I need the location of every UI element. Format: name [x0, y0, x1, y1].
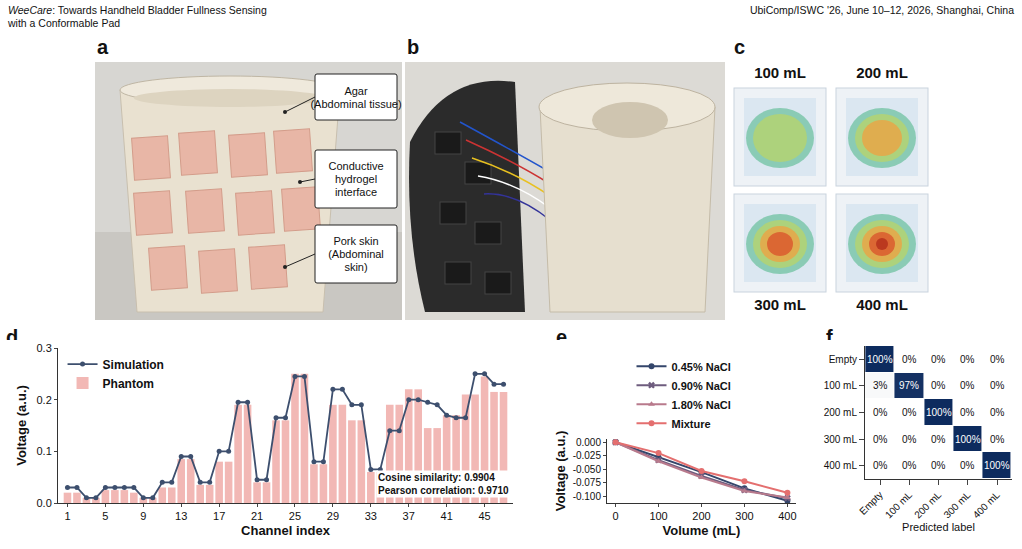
svg-text:0%: 0%	[960, 380, 975, 391]
svg-text:100%: 100%	[955, 434, 981, 445]
svg-text:1.80% NaCl: 1.80% NaCl	[672, 399, 731, 411]
svg-text:0%: 0%	[902, 354, 917, 365]
svg-text:-0.025: -0.025	[573, 450, 602, 461]
svg-text:300 mL: 300 mL	[824, 434, 858, 445]
svg-text:Simulation: Simulation	[103, 358, 164, 372]
svg-text:0%: 0%	[931, 354, 946, 365]
svg-text:Agar: Agar	[344, 85, 368, 97]
html-text:d: d	[6, 326, 19, 348]
svg-text:1: 1	[64, 510, 70, 522]
svg-text:0%: 0%	[990, 380, 1005, 391]
svg-text:0.000: 0.000	[576, 437, 601, 448]
html-text:c: c	[734, 36, 746, 58]
html-text:e: e	[556, 326, 568, 348]
svg-text:interface: interface	[335, 186, 377, 198]
svg-text:0%: 0%	[931, 460, 946, 471]
svg-text:21: 21	[251, 510, 263, 522]
svg-text:41: 41	[441, 510, 453, 522]
svg-text:200: 200	[692, 510, 710, 522]
svg-text:200 mL: 200 mL	[912, 489, 944, 521]
svg-text:200 mL: 200 mL	[824, 407, 858, 418]
svg-text:45: 45	[478, 510, 490, 522]
svg-text:13: 13	[175, 510, 187, 522]
svg-text:Volume (mL): Volume (mL)	[663, 523, 741, 538]
svg-text:400 mL: 400 mL	[856, 296, 908, 313]
svg-text:0%: 0%	[990, 434, 1005, 445]
svg-text:400 mL: 400 mL	[971, 489, 1003, 521]
svg-text:100%: 100%	[984, 460, 1010, 471]
svg-text:0: 0	[613, 510, 619, 522]
svg-text:3%: 3%	[873, 380, 888, 391]
svg-text:33: 33	[365, 510, 377, 522]
svg-text:Empty: Empty	[857, 489, 885, 517]
svg-text:0%: 0%	[990, 354, 1005, 365]
svg-text:0.1: 0.1	[37, 445, 52, 457]
svg-text:Predicted label: Predicted label	[902, 521, 975, 533]
svg-text:0.0: 0.0	[37, 497, 52, 509]
svg-text:-0.050: -0.050	[573, 464, 602, 475]
svg-text:100: 100	[649, 510, 667, 522]
svg-text:-0.075: -0.075	[573, 477, 602, 488]
svg-text:37: 37	[403, 510, 415, 522]
svg-text:0.3: 0.3	[37, 342, 52, 354]
svg-text:(Abdominal: (Abdominal	[328, 248, 384, 260]
svg-text:-0.100: -0.100	[573, 491, 602, 502]
svg-text:Voltage (a.u.): Voltage (a.u.)	[14, 385, 29, 466]
html-text:with a Conformable Pad: with a Conformable Pad	[8, 17, 121, 29]
svg-text:0.2: 0.2	[37, 394, 52, 406]
svg-text:25: 25	[289, 510, 301, 522]
svg-text:0.90% NaCl: 0.90% NaCl	[672, 380, 731, 392]
svg-text:17: 17	[213, 510, 225, 522]
svg-text:0%: 0%	[873, 434, 888, 445]
svg-text:100 mL: 100 mL	[824, 380, 858, 391]
svg-text:0%: 0%	[873, 460, 888, 471]
svg-text:Channel index: Channel index	[241, 523, 331, 538]
svg-text:0%: 0%	[960, 354, 975, 365]
svg-text:skin): skin)	[344, 261, 367, 273]
svg-text:0%: 0%	[931, 434, 946, 445]
svg-text:Conductive: Conductive	[328, 160, 383, 172]
svg-text:Phantom: Phantom	[103, 377, 154, 391]
svg-text:Mixture: Mixture	[672, 418, 711, 430]
svg-text:0.45% NaCl: 0.45% NaCl	[672, 361, 731, 373]
svg-text:5: 5	[102, 510, 108, 522]
svg-text:400: 400	[778, 510, 796, 522]
svg-text:hydrogel: hydrogel	[335, 173, 377, 185]
svg-text:0%: 0%	[960, 407, 975, 418]
html-text:a: a	[97, 36, 109, 58]
svg-text:29: 29	[327, 510, 339, 522]
svg-text:100%: 100%	[867, 354, 893, 365]
svg-text:0%: 0%	[990, 407, 1005, 418]
svg-text:(Abdominal tissue): (Abdominal tissue)	[310, 98, 401, 110]
svg-text:300: 300	[735, 510, 753, 522]
svg-text:0%: 0%	[873, 407, 888, 418]
svg-text:97%: 97%	[899, 380, 919, 391]
svg-text:Empty: Empty	[829, 354, 857, 365]
svg-text:300 mL: 300 mL	[754, 296, 806, 313]
svg-text:0%: 0%	[902, 460, 917, 471]
svg-text:100 mL: 100 mL	[883, 489, 915, 521]
svg-text:Voltage (a.u.): Voltage (a.u.)	[553, 431, 568, 512]
html-text:WeeCare: Towards Handheld Blad: WeeCare: Towards Handheld Bladder Fullne…	[8, 4, 267, 16]
svg-text:9: 9	[140, 510, 146, 522]
svg-text:Pork skin: Pork skin	[333, 235, 378, 247]
svg-text:0%: 0%	[902, 407, 917, 418]
svg-text:400 mL: 400 mL	[824, 460, 858, 471]
html-text:b: b	[407, 36, 420, 58]
svg-text:200 mL: 200 mL	[856, 64, 908, 81]
html-text:f: f	[826, 326, 833, 348]
html-text:UbiComp/ISWC '26, June 10–12,: UbiComp/ISWC '26, June 10–12, 2026, Shan…	[749, 4, 1014, 16]
svg-text:0%: 0%	[960, 460, 975, 471]
svg-text:0%: 0%	[902, 434, 917, 445]
svg-text:100%: 100%	[926, 407, 952, 418]
svg-text:300 mL: 300 mL	[941, 489, 973, 521]
svg-text:Cosine similarity: 0.9904Pears: Cosine similarity: 0.9904Pearson correla…	[378, 472, 509, 496]
svg-text:0%: 0%	[931, 380, 946, 391]
svg-text:100 mL: 100 mL	[754, 64, 806, 81]
